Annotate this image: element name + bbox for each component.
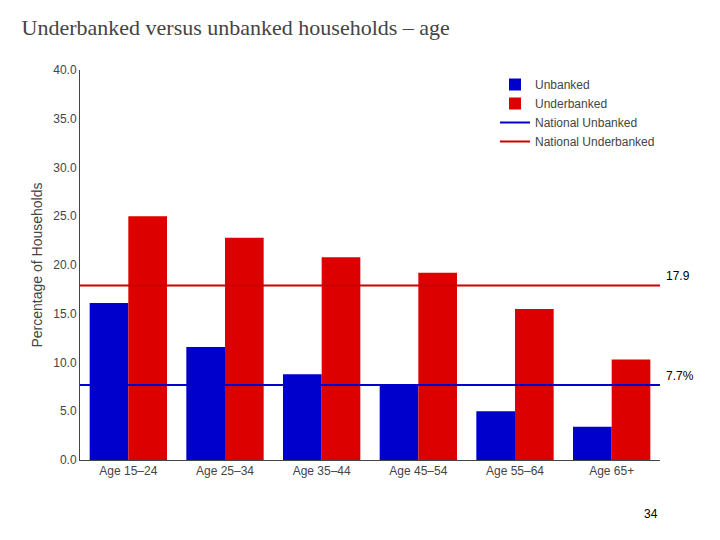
svg-text:20.0: 20.0	[53, 258, 77, 272]
svg-text:National Underbanked: National Underbanked	[535, 135, 654, 149]
svg-text:Unbanked: Unbanked	[535, 78, 590, 92]
svg-text:Age 35–44: Age 35–44	[293, 464, 351, 478]
svg-text:15.0: 15.0	[53, 307, 77, 321]
svg-text:10.0: 10.0	[53, 356, 77, 370]
svg-text:34: 34	[644, 507, 658, 521]
svg-text:Age 45–54: Age 45–54	[389, 464, 447, 478]
svg-text:25.0: 25.0	[53, 209, 77, 223]
svg-text:35.0: 35.0	[53, 112, 77, 126]
svg-text:Age 55–64: Age 55–64	[486, 464, 544, 478]
svg-text:0.0: 0.0	[60, 453, 77, 467]
svg-text:5.0: 5.0	[60, 404, 77, 418]
svg-text:17.9: 17.9	[666, 269, 690, 283]
svg-text:30.0: 30.0	[53, 161, 77, 175]
svg-text:Age 25–34: Age 25–34	[196, 464, 254, 478]
svg-text:7.7%: 7.7%	[666, 369, 694, 383]
svg-text:Percentage of Households: Percentage of Households	[29, 183, 45, 348]
svg-text:Underbanked versus unbanked ho: Underbanked versus unbanked households –…	[22, 15, 450, 40]
svg-text:Age 65+: Age 65+	[589, 464, 634, 478]
svg-text:National Unbanked: National Unbanked	[535, 116, 637, 130]
svg-text:40.0: 40.0	[53, 63, 77, 77]
svg-text:Underbanked: Underbanked	[535, 97, 607, 111]
svg-text:Age 15–24: Age 15–24	[99, 464, 157, 478]
